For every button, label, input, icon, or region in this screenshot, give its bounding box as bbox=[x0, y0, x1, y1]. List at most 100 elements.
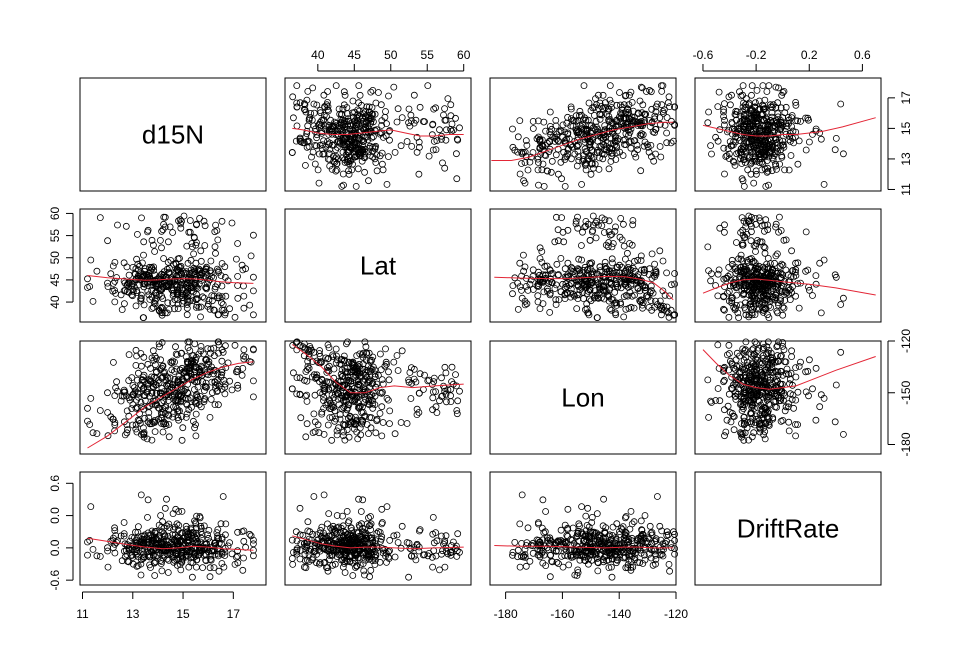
data-point bbox=[752, 142, 759, 150]
data-point bbox=[144, 514, 151, 521]
data-point bbox=[211, 378, 219, 386]
data-point bbox=[240, 346, 248, 354]
data-point bbox=[316, 389, 324, 397]
data-point bbox=[415, 138, 423, 146]
data-point bbox=[173, 533, 181, 541]
data-point bbox=[593, 123, 600, 131]
data-point bbox=[397, 419, 405, 426]
data-point bbox=[573, 162, 581, 170]
data-point bbox=[772, 160, 779, 168]
data-point bbox=[355, 107, 363, 115]
data-point bbox=[362, 343, 370, 351]
data-point bbox=[740, 277, 748, 285]
data-point bbox=[816, 403, 824, 411]
data-point bbox=[161, 504, 169, 512]
panel-Lat-Lon bbox=[489, 208, 677, 323]
data-point bbox=[192, 399, 200, 407]
data-point bbox=[454, 397, 462, 405]
data-point bbox=[345, 433, 353, 441]
data-point bbox=[132, 265, 140, 273]
data-point bbox=[441, 563, 449, 571]
data-point bbox=[249, 231, 257, 239]
data-point bbox=[169, 413, 177, 421]
data-point bbox=[357, 152, 365, 160]
data-point bbox=[357, 431, 365, 439]
data-point bbox=[712, 133, 719, 141]
data-point bbox=[305, 353, 313, 361]
data-point bbox=[157, 512, 165, 519]
data-point bbox=[743, 257, 751, 264]
data-point bbox=[165, 433, 173, 441]
data-point bbox=[785, 166, 793, 174]
data-point bbox=[658, 88, 666, 95]
data-point bbox=[383, 360, 390, 368]
data-point bbox=[140, 314, 148, 322]
data-point bbox=[535, 133, 542, 141]
data-point bbox=[371, 392, 379, 400]
data-point bbox=[403, 420, 411, 427]
data-point bbox=[361, 399, 368, 406]
data-point bbox=[373, 380, 381, 388]
data-point bbox=[240, 292, 248, 300]
data-point bbox=[752, 99, 759, 107]
data-point bbox=[736, 362, 743, 370]
data-point bbox=[405, 378, 413, 386]
data-point bbox=[601, 126, 609, 134]
data-point bbox=[766, 130, 773, 138]
data-point bbox=[520, 251, 527, 259]
data-point bbox=[190, 250, 198, 258]
data-point bbox=[647, 88, 655, 96]
data-point bbox=[724, 402, 732, 410]
data-point bbox=[164, 374, 172, 382]
data-point bbox=[768, 113, 776, 121]
data-point bbox=[728, 91, 735, 99]
data-point bbox=[618, 236, 626, 244]
data-point bbox=[660, 302, 667, 310]
data-point bbox=[247, 252, 255, 260]
data-point bbox=[189, 537, 197, 545]
data-point bbox=[111, 419, 119, 426]
data-point bbox=[603, 127, 611, 135]
data-point bbox=[341, 393, 349, 401]
data-point bbox=[158, 420, 165, 427]
data-point bbox=[765, 421, 772, 428]
data-point bbox=[757, 153, 764, 161]
data-point bbox=[752, 157, 760, 165]
data-point bbox=[379, 419, 387, 426]
data-point bbox=[612, 156, 620, 163]
data-point bbox=[249, 393, 257, 401]
data-point bbox=[206, 368, 214, 375]
data-point bbox=[740, 413, 748, 421]
data-point bbox=[369, 404, 377, 412]
data-point bbox=[214, 526, 222, 533]
data-point bbox=[355, 369, 363, 377]
data-point bbox=[569, 116, 577, 124]
data-point bbox=[339, 512, 346, 520]
data-point bbox=[785, 400, 793, 407]
data-point bbox=[748, 433, 756, 441]
data-point bbox=[442, 116, 450, 124]
data-point bbox=[293, 548, 301, 556]
data-point bbox=[542, 127, 549, 135]
data-point bbox=[605, 239, 612, 246]
data-point bbox=[156, 343, 163, 351]
data-point bbox=[788, 123, 795, 130]
data-point bbox=[289, 341, 297, 349]
data-point bbox=[158, 523, 166, 531]
data-point bbox=[778, 282, 786, 289]
data-point bbox=[546, 128, 554, 136]
data-point bbox=[432, 552, 440, 560]
points-Lon-vs-DriftRate bbox=[704, 338, 847, 444]
data-point bbox=[574, 295, 582, 303]
data-point bbox=[84, 551, 91, 559]
data-point bbox=[297, 414, 305, 422]
data-point bbox=[228, 219, 236, 227]
data-point bbox=[539, 300, 547, 308]
data-point bbox=[358, 373, 365, 381]
lowess-line-Lon-vs-d15N bbox=[87, 361, 254, 449]
data-point bbox=[354, 106, 362, 114]
data-point bbox=[170, 395, 178, 403]
data-point bbox=[349, 97, 357, 105]
data-point bbox=[518, 160, 525, 167]
data-point bbox=[120, 532, 128, 540]
